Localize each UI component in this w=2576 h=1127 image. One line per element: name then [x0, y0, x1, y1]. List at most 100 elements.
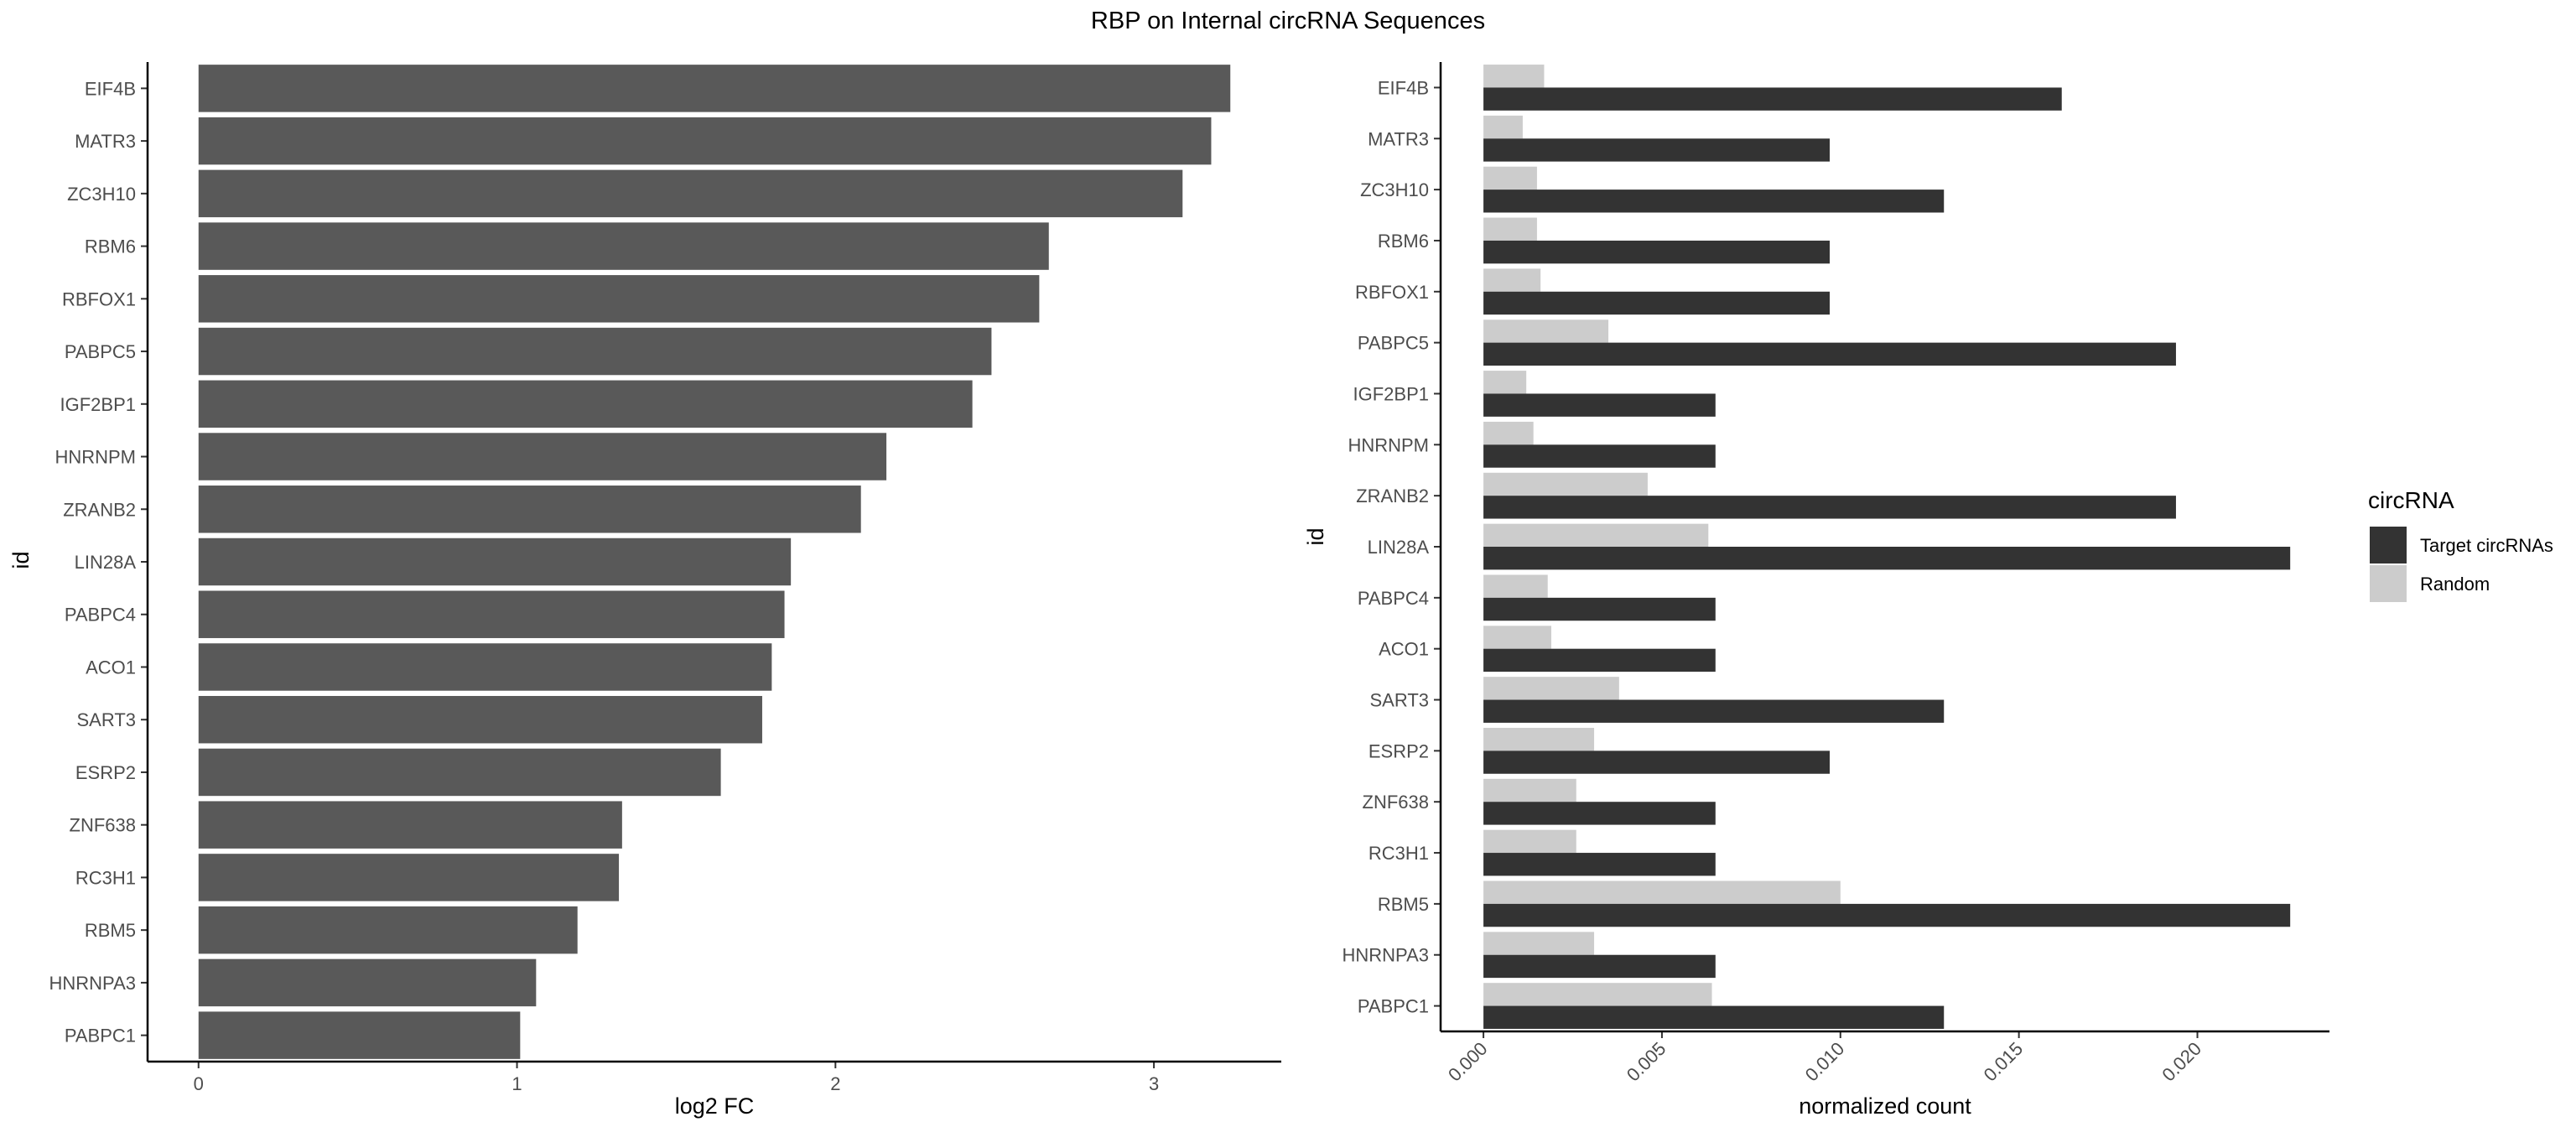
bar-target-zc3h10 [1483, 190, 1945, 213]
bar-hnrnpa3 [198, 958, 537, 1007]
bar-rbfox1 [198, 275, 1040, 323]
x-tick-label: 0.020 [2158, 1038, 2205, 1086]
x-tick-label: 0.005 [1623, 1038, 1670, 1086]
bar-pabpc4 [198, 590, 785, 638]
y-tick-label: HNRNPA3 [1342, 945, 1429, 966]
bar-target-pabpc1 [1483, 1005, 1945, 1029]
x-tick-label: 2 [830, 1073, 840, 1094]
y-tick-label: ACO1 [1379, 639, 1429, 660]
y-tick-label: PABPC4 [1358, 588, 1429, 609]
right-x-ticks: 0.000 0.005 0.010 0.015 0.020 [1444, 1031, 2205, 1085]
bar-target-matr3 [1483, 138, 1831, 162]
y-tick-label: RBM5 [1378, 894, 1429, 915]
bar-random-hnrnpa3 [1483, 932, 1595, 955]
y-tick-label: HNRNPA3 [49, 973, 136, 994]
right-bars [1483, 65, 2291, 1029]
y-tick-label: SART3 [76, 709, 136, 730]
bar-random-zranb2 [1483, 472, 1648, 496]
y-tick-label: EIF4B [1378, 77, 1429, 98]
bar-random-lin28a [1483, 523, 1709, 547]
bar-sart3 [198, 695, 762, 744]
bar-random-esrp2 [1483, 727, 1595, 751]
bar-zranb2 [198, 486, 861, 533]
x-tick-label: 1 [512, 1073, 522, 1094]
right-chart-panel: EIF4B MATR3 ZC3H10 RBM6 RBFOX1 PABPC5 IGF2BP1 H… [1303, 62, 2329, 1119]
y-tick-label: RBM5 [85, 920, 136, 941]
x-tick-label: 3 [1149, 1073, 1159, 1094]
bar-target-zranb2 [1483, 496, 2176, 519]
y-tick-label: RBM6 [85, 236, 136, 257]
bar-target-aco1 [1483, 648, 1716, 673]
y-tick-label: IGF2BP1 [60, 394, 136, 415]
y-tick-label: ZRANB2 [1356, 486, 1429, 506]
bar-hnrnpm [198, 433, 887, 480]
y-tick-label: RBFOX1 [62, 288, 136, 309]
bar-target-hnrnpm [1483, 444, 1716, 468]
legend-label-random: Random [2420, 574, 2490, 595]
bar-igf2bp1 [198, 380, 973, 428]
bar-rbm6 [198, 222, 1049, 270]
legend-key-target [2370, 527, 2407, 564]
y-tick-label: HNRNPM [1348, 434, 1429, 455]
bar-target-esrp2 [1483, 750, 1831, 774]
x-tick-label: 0 [194, 1073, 204, 1094]
y-tick-label: PABPC4 [65, 605, 136, 626]
left-y-tick-labels: EIF4B MATR3 ZC3H10 RBM6 RBFOX1 PABPC5 IGF2BP1 H… [49, 78, 148, 1046]
bar-target-pabpc5 [1483, 342, 2176, 366]
y-tick-label: PABPC1 [65, 1026, 136, 1046]
bar-random-znf638 [1483, 778, 1576, 802]
y-tick-label: PABPC5 [1358, 333, 1429, 354]
y-tick-label: EIF4B [85, 78, 136, 99]
bar-random-aco1 [1483, 626, 1551, 649]
left-bars [198, 65, 1231, 1059]
bar-target-rc3h1 [1483, 853, 1716, 876]
y-tick-label: RBFOX1 [1355, 282, 1429, 303]
bar-znf638 [198, 801, 622, 849]
y-tick-label: SART3 [1369, 690, 1429, 711]
y-tick-label: IGF2BP1 [1353, 383, 1429, 404]
y-tick-label: ZNF638 [1363, 792, 1429, 813]
bar-pabpc1 [198, 1011, 521, 1059]
bar-target-pabpc4 [1483, 597, 1716, 621]
bar-random-rbfox1 [1483, 268, 1541, 292]
bar-target-hnrnpa3 [1483, 954, 1716, 979]
bar-target-rbfox1 [1483, 291, 1831, 315]
y-tick-label: MATR3 [75, 131, 136, 152]
bar-random-eif4b [1483, 65, 1545, 88]
bar-random-rbm6 [1483, 217, 1537, 241]
y-tick-label: ZRANB2 [63, 499, 136, 520]
bar-target-rbm5 [1483, 903, 2291, 927]
left-y-axis-title: id [8, 551, 34, 569]
bar-pabpc5 [198, 327, 992, 376]
bar-esrp2 [198, 748, 721, 797]
y-tick-label: RC3H1 [1368, 843, 1429, 864]
legend-key-random [2370, 565, 2407, 602]
y-tick-label: MATR3 [1368, 128, 1429, 149]
y-tick-label: ZC3H10 [67, 184, 136, 205]
bar-target-rbm6 [1483, 240, 1831, 264]
bar-aco1 [198, 643, 772, 691]
legend-title: circRNA [2368, 487, 2454, 513]
bar-lin28a [198, 538, 792, 586]
figure-title: RBP on Internal circRNA Sequences [1091, 8, 1485, 34]
y-tick-label: LIN28A [1368, 537, 1430, 558]
bar-random-sart3 [1483, 677, 1619, 700]
bar-target-lin28a [1483, 547, 2291, 570]
y-tick-label: ZC3H10 [1360, 179, 1429, 200]
bar-random-pabpc4 [1483, 574, 1548, 598]
bar-random-matr3 [1483, 115, 1523, 139]
bar-target-sart3 [1483, 699, 1945, 723]
bar-random-hnrnpm [1483, 421, 1534, 445]
bar-target-igf2bp1 [1483, 393, 1716, 417]
bar-eif4b [198, 65, 1231, 112]
bar-random-pabpc5 [1483, 319, 1609, 343]
y-tick-label: ZNF638 [70, 815, 136, 836]
right-x-axis-title: normalized count [1799, 1093, 1971, 1119]
y-tick-label: ACO1 [86, 657, 136, 678]
left-chart-panel: EIF4B MATR3 ZC3H10 RBM6 RBFOX1 PABPC5 IGF2BP1 H… [8, 62, 1281, 1119]
legend-label-target: Target circRNAs [2420, 535, 2553, 556]
x-tick-label: 0.010 [1801, 1038, 1849, 1086]
y-tick-label: PABPC5 [65, 341, 136, 362]
bar-random-pabpc1 [1483, 983, 1712, 1006]
